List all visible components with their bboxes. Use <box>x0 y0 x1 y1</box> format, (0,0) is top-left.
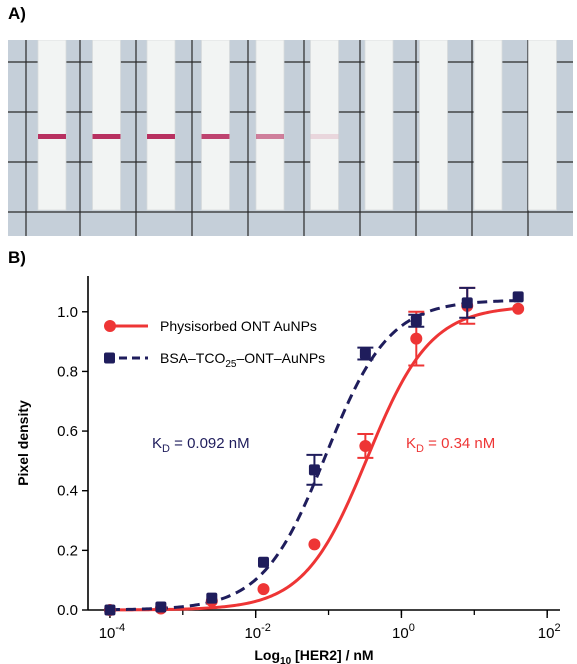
y-tick-label: 0.6 <box>57 423 78 440</box>
legend-marker-series-2 <box>104 352 115 364</box>
test-strip <box>92 40 121 211</box>
test-strip <box>37 40 67 211</box>
kd-annotation-series-2: KD = 0.092 nM <box>152 435 250 455</box>
data-point-series-1 <box>410 332 423 345</box>
test-strip <box>146 40 176 211</box>
test-strip <box>528 40 557 211</box>
data-point-series-1 <box>359 439 372 452</box>
x-tick-label: 10-2 <box>244 622 270 642</box>
y-axis-label: Pixel density <box>15 400 31 486</box>
x-tick-label: 10-4 <box>99 622 125 642</box>
x-tick-label: 102 <box>538 622 561 642</box>
test-strip-photo <box>8 40 573 236</box>
test-line-band <box>147 134 175 139</box>
test-strip <box>255 40 285 211</box>
test-line-band <box>92 134 121 139</box>
test-line-band <box>201 134 230 139</box>
legend-label-series-1: Physisorbed ONT AuNPs <box>160 318 317 334</box>
y-tick-label: 0.4 <box>57 483 78 500</box>
test-strip <box>310 40 339 211</box>
test-strip <box>364 40 394 211</box>
data-point-series-2 <box>155 601 167 613</box>
data-point-series-2 <box>206 592 218 604</box>
data-point-series-2 <box>308 464 320 476</box>
data-point-series-2 <box>410 315 422 327</box>
legend-label-series-2: BSA–TCO25–ONT–AuNPs <box>160 350 325 370</box>
data-point-series-2 <box>512 291 524 303</box>
test-strip <box>201 40 230 211</box>
test-strip <box>473 40 503 211</box>
x-tick-label: 100 <box>392 622 415 642</box>
test-line-band <box>256 134 284 139</box>
fit-curve-series-1 <box>109 306 519 612</box>
kd-annotation-series-1: KD = 0.34 nM <box>406 435 495 455</box>
data-point-series-1 <box>257 583 270 596</box>
y-tick-label: 0.0 <box>57 602 78 619</box>
legend-marker-series-1 <box>104 320 116 332</box>
panel-a-label: A) <box>8 4 26 23</box>
data-point-series-2 <box>359 348 371 360</box>
y-tick-label: 0.8 <box>57 363 78 380</box>
y-tick-label: 0.2 <box>57 542 78 559</box>
data-point-series-2 <box>257 556 269 568</box>
test-strip <box>419 40 448 211</box>
data-point-series-1 <box>512 302 525 315</box>
test-line-band <box>38 134 66 139</box>
panel-b-label: B) <box>8 248 26 267</box>
binding-curve-chart: 0.0 0.2 0.4 0.6 0.8 1.0 10-4 10-2 100 102 Log10 [H… <box>15 276 561 664</box>
x-axis-label: Log10 [HER2] / nM <box>254 647 373 664</box>
data-point-series-2 <box>461 297 473 309</box>
test-line-band <box>310 134 339 139</box>
data-point-series-2 <box>104 604 116 616</box>
y-tick-label: 1.0 <box>57 304 78 321</box>
data-point-series-1 <box>308 538 321 551</box>
